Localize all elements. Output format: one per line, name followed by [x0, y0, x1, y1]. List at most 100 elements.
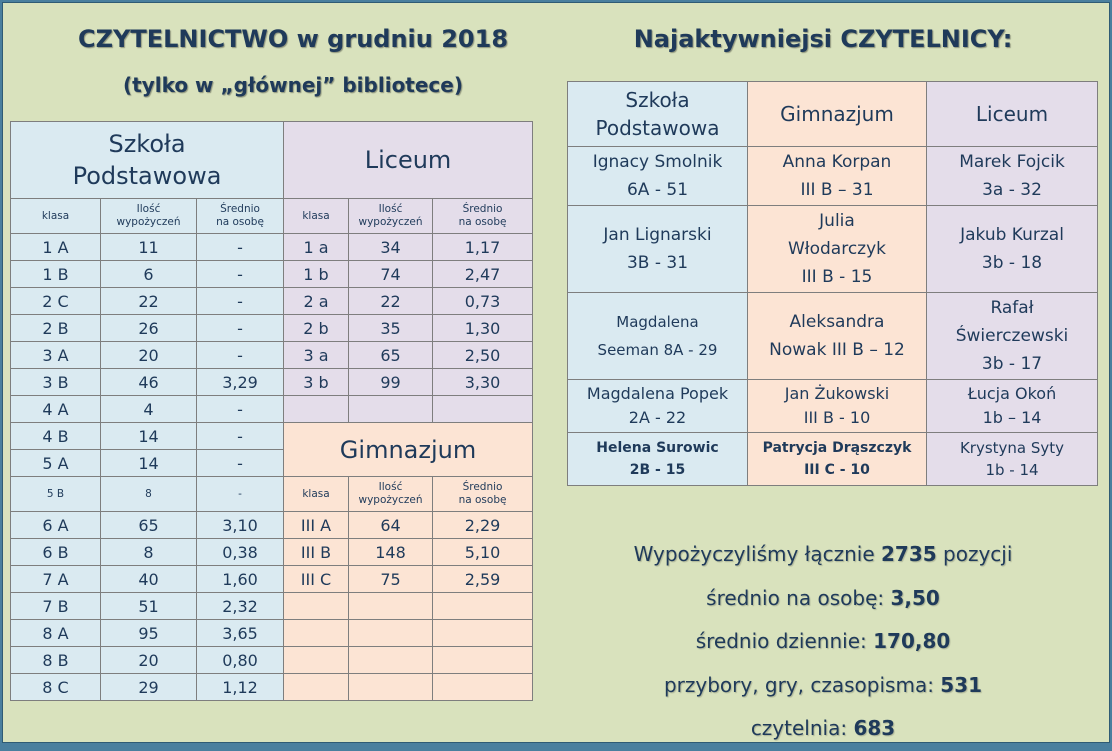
table-cell: 74 — [348, 260, 433, 288]
reader-cell: Marek Fojcik 3a - 32 — [926, 146, 1098, 206]
liceum-header: Liceum — [282, 121, 534, 199]
table-cell: 1 B — [10, 260, 101, 288]
gim-col-header: Gimnazjum — [747, 81, 927, 147]
table-cell: 22 — [100, 287, 197, 315]
table-cell: - — [196, 422, 284, 450]
table-cell: 40 — [100, 565, 197, 593]
stat-label: Wypożyczyliśmy łącznie — [633, 542, 881, 566]
cell-line: 3b - 18 — [981, 253, 1043, 273]
table-cell: 8 — [100, 538, 197, 566]
table-cell: 3,29 — [196, 368, 284, 396]
table-cell: 95 — [100, 619, 197, 647]
table-cell: 3,65 — [196, 619, 284, 647]
table-cell: 8 — [100, 476, 197, 512]
lic-col-header: Liceum — [926, 81, 1098, 147]
table-row: 5 A 14- — [10, 449, 533, 477]
table-row: Helena Surowic 2B - 15 Patrycja Drąszczyk I… — [567, 432, 1098, 486]
cell-line: na osobę — [458, 494, 507, 506]
table-cell: III A — [283, 511, 349, 539]
empty-cell — [431, 673, 534, 701]
cell-line: Jan Lignarski — [603, 225, 712, 245]
cell-line: wypożyczeń — [358, 494, 423, 506]
table-cell: 5,10 — [431, 538, 534, 566]
table-cell: 2,29 — [431, 511, 534, 539]
col-srednio-header: Średnio na osobę — [196, 198, 284, 234]
cell-line: Jakub Kurzal — [960, 225, 1064, 245]
cell-line: 2A - 22 — [628, 408, 687, 427]
cell-line: Świerczewski — [955, 326, 1069, 346]
table-cell: 35 — [348, 314, 433, 342]
table-cell: 2,50 — [431, 341, 534, 369]
table-cell: 14 — [100, 449, 197, 477]
table-row: Ignacy Smolnik 6A - 51 Anna Korpan III B – … — [567, 146, 1098, 206]
table-cell: 65 — [100, 511, 197, 539]
table-cell: 0,80 — [196, 646, 284, 674]
cell-line: Ignacy Smolnik — [592, 152, 723, 172]
col-klasa-header: klasa — [283, 476, 349, 512]
table-cell: 4 — [100, 395, 197, 423]
table-cell: - — [196, 314, 284, 342]
table-row: 4 B 14- Gimnazjum — [10, 422, 534, 477]
stat-line: Wypożyczyliśmy łącznie 2735 pozycji — [583, 533, 1063, 577]
cell-line: wypożyczeń — [358, 216, 423, 228]
table-cell: 5 A — [10, 449, 101, 477]
col-ilosc-header: Ilość wypożyczeń — [100, 198, 197, 234]
table-cell: - — [196, 341, 284, 369]
empty-cell — [348, 592, 433, 620]
table-cell: - — [196, 260, 284, 288]
summary-stats: Wypożyczyliśmy łącznie 2735 pozycji średn… — [583, 533, 1063, 751]
table-cell: - — [196, 476, 284, 512]
cell-line: 3b - 17 — [981, 354, 1043, 374]
col-klasa-header: klasa — [283, 198, 349, 234]
table-cell: 65 — [348, 341, 433, 369]
col-ilosc-header: Ilość wypożyczeń — [348, 476, 433, 512]
gim-header: Gimnazjum — [282, 422, 534, 477]
stat-value: 2735 — [881, 542, 937, 566]
cell-line: Włodarczyk — [787, 239, 887, 259]
cell-line: Magdalena — [616, 313, 699, 331]
cell-line: 1b – 14 — [982, 408, 1042, 427]
reader-cell: Łucja Okoń 1b – 14 — [926, 379, 1098, 433]
cell-line: Średnio — [462, 203, 503, 215]
table-row: 6 B 8 0,38 III B 148 5,10 — [10, 538, 534, 566]
cell-line: na osobę — [216, 216, 264, 228]
table-cell: 6 B — [10, 538, 101, 566]
table-cell: 20 — [100, 646, 197, 674]
cell-line: Ilość — [378, 203, 403, 215]
cell-line: Krystyna Syty — [959, 439, 1065, 457]
table-row: Magdalena Seeman 8A - 29 Aleksandra Nowak I… — [567, 292, 1098, 380]
cell-line: Średnio — [462, 481, 503, 493]
table-cell: 8 B — [10, 646, 101, 674]
reader-cell: Ignacy Smolnik 6A - 51 — [567, 146, 748, 206]
table-row: 3 A 20-3 a 65 2,50 — [10, 341, 534, 369]
table-cell: 0,73 — [431, 287, 534, 315]
table-cell: 4 B — [10, 422, 101, 450]
table-cell: 5 B — [10, 476, 101, 512]
reading-stats-table: Szkoła Podstawowa Liceum klasa Ilość wypożycz… — [10, 121, 534, 701]
table-cell: 1,17 — [431, 233, 534, 261]
table-cell: 1 a — [283, 233, 349, 261]
table-cell: 1,12 — [196, 673, 284, 701]
empty-cell — [348, 673, 433, 701]
stat-line: średnio na osobę: 3,50 — [583, 577, 1063, 621]
cell-line: Julia — [819, 211, 855, 231]
stat-label: średnio dziennie: — [695, 629, 874, 653]
table-cell: 2 b — [283, 314, 349, 342]
stat-label: czytelnia: — [750, 716, 854, 740]
table-cell: - — [196, 287, 284, 315]
table-cell: 99 — [348, 368, 433, 396]
cell-line: Patrycja Drąszczyk — [762, 440, 912, 456]
cell-line: Podstawowa — [72, 162, 222, 190]
table-row: 2 B 26-2 b 35 1,30 — [10, 314, 534, 342]
table-cell: 22 — [348, 287, 433, 315]
col-ilosc-header: Ilość wypożyczeń — [348, 198, 433, 234]
cell-line: Aleksandra — [789, 312, 885, 332]
cell-line: Marek Fojcik — [959, 152, 1065, 172]
stat-value: 683 — [853, 716, 896, 740]
cell-line: Szkoła — [625, 88, 690, 112]
reader-cell: Jan Żukowski III B - 10 — [747, 379, 927, 433]
table-row: 7 A 40 1,60 III C 75 2,59 — [10, 565, 534, 593]
